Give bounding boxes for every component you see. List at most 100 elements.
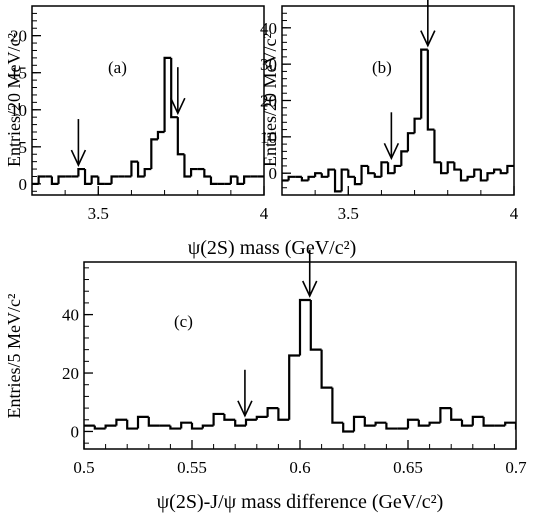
histogram-bin: [170, 57, 178, 119]
histogram-bin: [374, 421, 387, 426]
y-tick-label: 40: [62, 306, 79, 325]
histogram-bin: [446, 161, 455, 174]
histogram-bin: [386, 162, 395, 175]
y-tick-label: 20: [10, 27, 27, 46]
x-tick-label: 0.65: [393, 458, 423, 477]
histogram-bin: [473, 168, 481, 177]
y-tick-label: 20: [260, 92, 277, 111]
arrow-head: [70, 149, 87, 167]
histogram-bin: [450, 408, 462, 421]
histogram-bin: [459, 169, 468, 182]
panel-c-xticks: 0.5 0.55 0.6 0.65 0.7: [73, 440, 527, 477]
signal-window-arrow: [420, 0, 436, 48]
histogram-bin: [367, 165, 375, 175]
x-tick-label: 0.55: [177, 458, 207, 477]
histogram-bin: [176, 117, 185, 156]
panel-b-arrow-layer: [383, 0, 436, 161]
histogram-bin: [363, 416, 376, 427]
histogram-bin: [453, 162, 461, 171]
histogram-bin: [466, 175, 475, 181]
histogram-bin: [244, 418, 257, 426]
histogram-bin: [439, 162, 448, 175]
histogram-bin: [300, 176, 309, 182]
histogram-bin: [143, 167, 152, 177]
histogram-bin: [499, 169, 508, 175]
histogram-bin: [150, 138, 158, 170]
histogram-bin: [353, 176, 362, 186]
histogram-bin: [482, 416, 495, 427]
panel-b-hist-layer: [282, 48, 514, 193]
histogram-bin: [93, 425, 106, 430]
histogram-bin: [342, 422, 354, 433]
y-tick-label: 0: [19, 175, 28, 194]
histogram-bin: [413, 117, 422, 134]
panel-c-arrow-layer: [237, 249, 318, 418]
y-tick-label: 5: [19, 138, 28, 157]
signal-window-arrow: [383, 112, 400, 161]
panel-a-hist-layer: [32, 56, 264, 185]
y-tick-label: 0: [269, 164, 278, 183]
histogram-bin: [298, 298, 311, 356]
histogram-bin: [236, 176, 245, 185]
histogram-bin: [126, 419, 138, 430]
panel-c-label: (c): [174, 312, 193, 331]
histogram-bin: [183, 154, 192, 178]
histogram-bin: [327, 168, 336, 177]
histogram-bin: [420, 48, 428, 119]
arrow-head: [301, 280, 318, 298]
histogram-bin: [320, 173, 329, 178]
histogram-bin: [433, 129, 442, 164]
histogram-bin: [373, 173, 382, 178]
y-tick-label: 40: [260, 19, 277, 38]
histogram-bin: [352, 415, 365, 432]
histogram-bin: [37, 175, 46, 184]
x-tick-label: 3.5: [338, 204, 359, 223]
x-tick-label: 4: [510, 204, 519, 223]
histogram-bin: [277, 408, 290, 421]
histogram-bin: [331, 387, 344, 424]
histogram-bin: [190, 422, 203, 430]
histogram-bin: [406, 132, 415, 152]
histogram-bin: [147, 416, 160, 427]
histogram-bin: [439, 406, 452, 423]
histogram-bin: [266, 406, 279, 417]
histogram-bin: [460, 419, 473, 427]
histogram-bin: [234, 419, 246, 427]
x-tick-label: 3.5: [88, 204, 109, 223]
histogram-bin: [333, 169, 342, 193]
histogram-bin: [255, 415, 268, 420]
histogram-bin: [201, 424, 214, 429]
histogram-bin: [136, 415, 149, 429]
histogram-bin: [426, 49, 435, 131]
signal-window-arrow: [170, 67, 186, 116]
histogram-bin: [340, 168, 349, 192]
histogram-bin: [110, 175, 119, 184]
panel-c: 0.5 0.55 0.6 0.65 0.7 0 20 40 (c) Entries/5 Me…: [4, 249, 527, 513]
histogram-bin: [163, 56, 172, 132]
histogram-bin: [428, 421, 441, 426]
arrow-head: [237, 400, 253, 418]
histogram-bin: [307, 175, 316, 181]
histogram-bin: [504, 421, 516, 426]
histogram-bin: [209, 176, 218, 185]
histogram-bin: [223, 413, 236, 421]
panel-b-ylabel: Entries/20 MeV/c²: [260, 33, 280, 167]
histogram-bin: [136, 161, 145, 178]
x-tick-label: 0.6: [289, 458, 310, 477]
y-tick-label: 10: [260, 128, 277, 147]
histogram-bin: [97, 176, 105, 185]
histogram-bin: [314, 172, 322, 177]
histogram-bin: [417, 419, 430, 427]
panel-b-yticks: 0 10 20 30 40: [260, 5, 291, 196]
histogram-bin: [320, 349, 333, 389]
panel-a-ylabel: Entries/20 MeV/c²: [4, 33, 24, 167]
histogram-bin: [50, 176, 59, 185]
signal-window-arrow: [70, 119, 87, 167]
panel-b-label: (b): [372, 58, 392, 77]
arrow-head: [420, 30, 436, 48]
histogram-bin: [169, 425, 182, 430]
histogram-bin: [229, 175, 238, 184]
panel-b-xticks: 3.5 4: [281, 186, 519, 223]
